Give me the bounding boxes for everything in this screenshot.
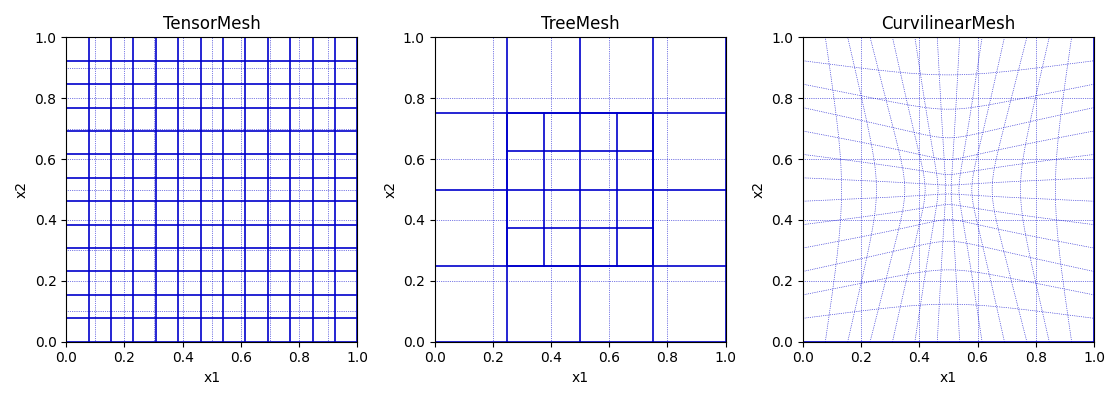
Title: CurvilinearMesh: CurvilinearMesh [881,15,1016,33]
Y-axis label: x2: x2 [15,181,29,198]
Y-axis label: x2: x2 [383,181,398,198]
Y-axis label: x2: x2 [752,181,766,198]
X-axis label: x1: x1 [203,371,221,385]
X-axis label: x1: x1 [571,371,589,385]
X-axis label: x1: x1 [940,371,956,385]
Title: TensorMesh: TensorMesh [162,15,261,33]
Title: TreeMesh: TreeMesh [541,15,619,33]
